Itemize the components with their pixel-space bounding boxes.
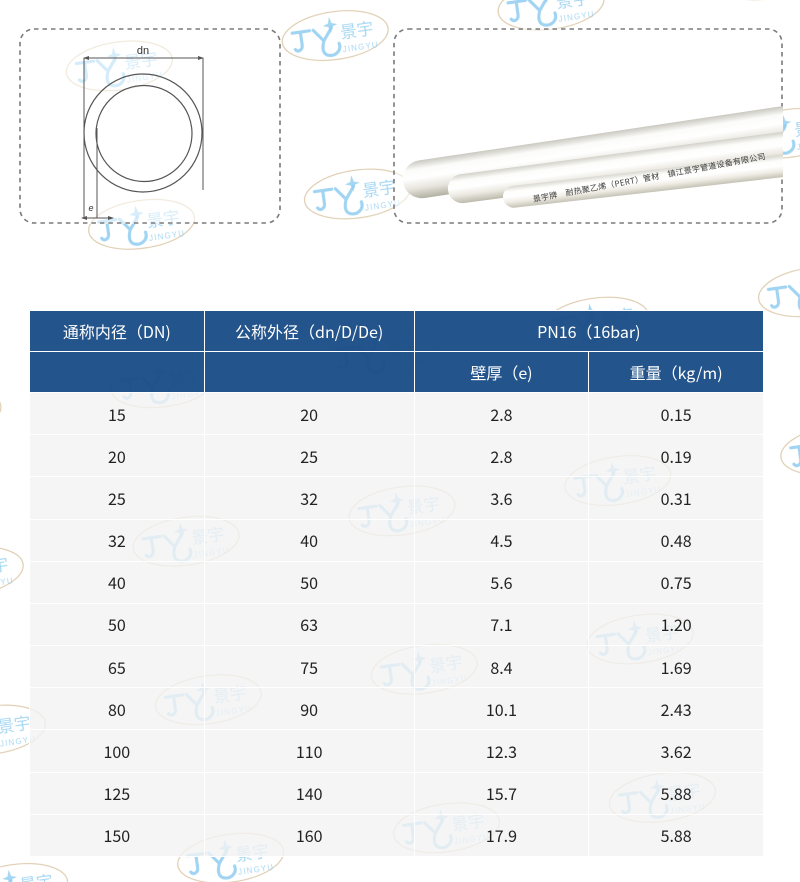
svg-text:dn: dn — [137, 45, 149, 57]
svg-text:e: e — [88, 203, 93, 213]
